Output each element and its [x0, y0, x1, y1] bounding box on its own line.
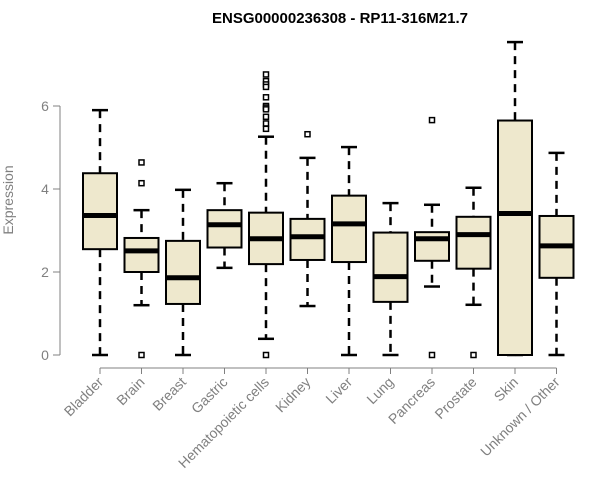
outlier-point	[262, 113, 270, 121]
y-tick-label: 0	[41, 347, 49, 363]
x-tick-label: Liver	[322, 374, 355, 407]
x-tick-label: Breast	[149, 374, 189, 414]
box-lung	[372, 201, 409, 357]
outlier-point	[262, 83, 270, 91]
box-skin	[497, 40, 533, 357]
x-tick-label: Brain	[113, 374, 147, 408]
chart-title: ENSG00000236308 - RP11-316M21.7	[212, 10, 468, 27]
box-liver	[331, 145, 367, 357]
y-axis-label: Expression	[0, 165, 16, 234]
box-iqr	[331, 194, 367, 264]
box-hematopoietic-cells	[248, 71, 284, 359]
outlier-point	[470, 351, 477, 359]
y-tick-label: 2	[41, 264, 49, 280]
x-tick-label: Bladder	[61, 374, 107, 420]
box-pancreas	[414, 116, 450, 359]
outlier-point	[262, 94, 270, 101]
box-kidney	[289, 130, 326, 308]
x-tick-label: Kidney	[272, 374, 314, 416]
box-iqr	[455, 215, 492, 270]
outlier-point	[428, 116, 436, 124]
outlier-point	[262, 106, 270, 113]
x-tick-label: Lung	[363, 374, 396, 407]
outlier-point	[138, 351, 145, 359]
box-iqr	[165, 239, 201, 305]
box-iqr	[82, 172, 118, 251]
box-breast	[165, 188, 201, 357]
x-tick-label: Prostate	[431, 374, 479, 422]
x-tick-label: Skin	[491, 374, 522, 405]
outlier-point	[428, 351, 436, 359]
box-iqr	[497, 119, 533, 357]
box-iqr	[123, 236, 160, 273]
outlier-point	[304, 130, 311, 138]
box-bladder	[82, 108, 118, 357]
outlier-point	[138, 159, 145, 166]
box-unknown-other	[538, 151, 575, 357]
box-brain	[123, 159, 160, 359]
outlier-point	[262, 125, 270, 133]
box-iqr	[372, 231, 409, 303]
box-gastric	[206, 181, 243, 270]
y-tick-label: 4	[41, 181, 49, 197]
outlier-point	[262, 120, 270, 127]
outlier-point	[262, 351, 270, 359]
box-prostate	[455, 186, 492, 359]
outlier-point	[138, 179, 145, 187]
outlier-point	[262, 71, 270, 78]
box-iqr	[206, 209, 243, 249]
box-iqr	[289, 217, 326, 261]
y-tick-label: 6	[41, 98, 49, 114]
x-tick-label: Unknown / Other	[477, 374, 563, 460]
